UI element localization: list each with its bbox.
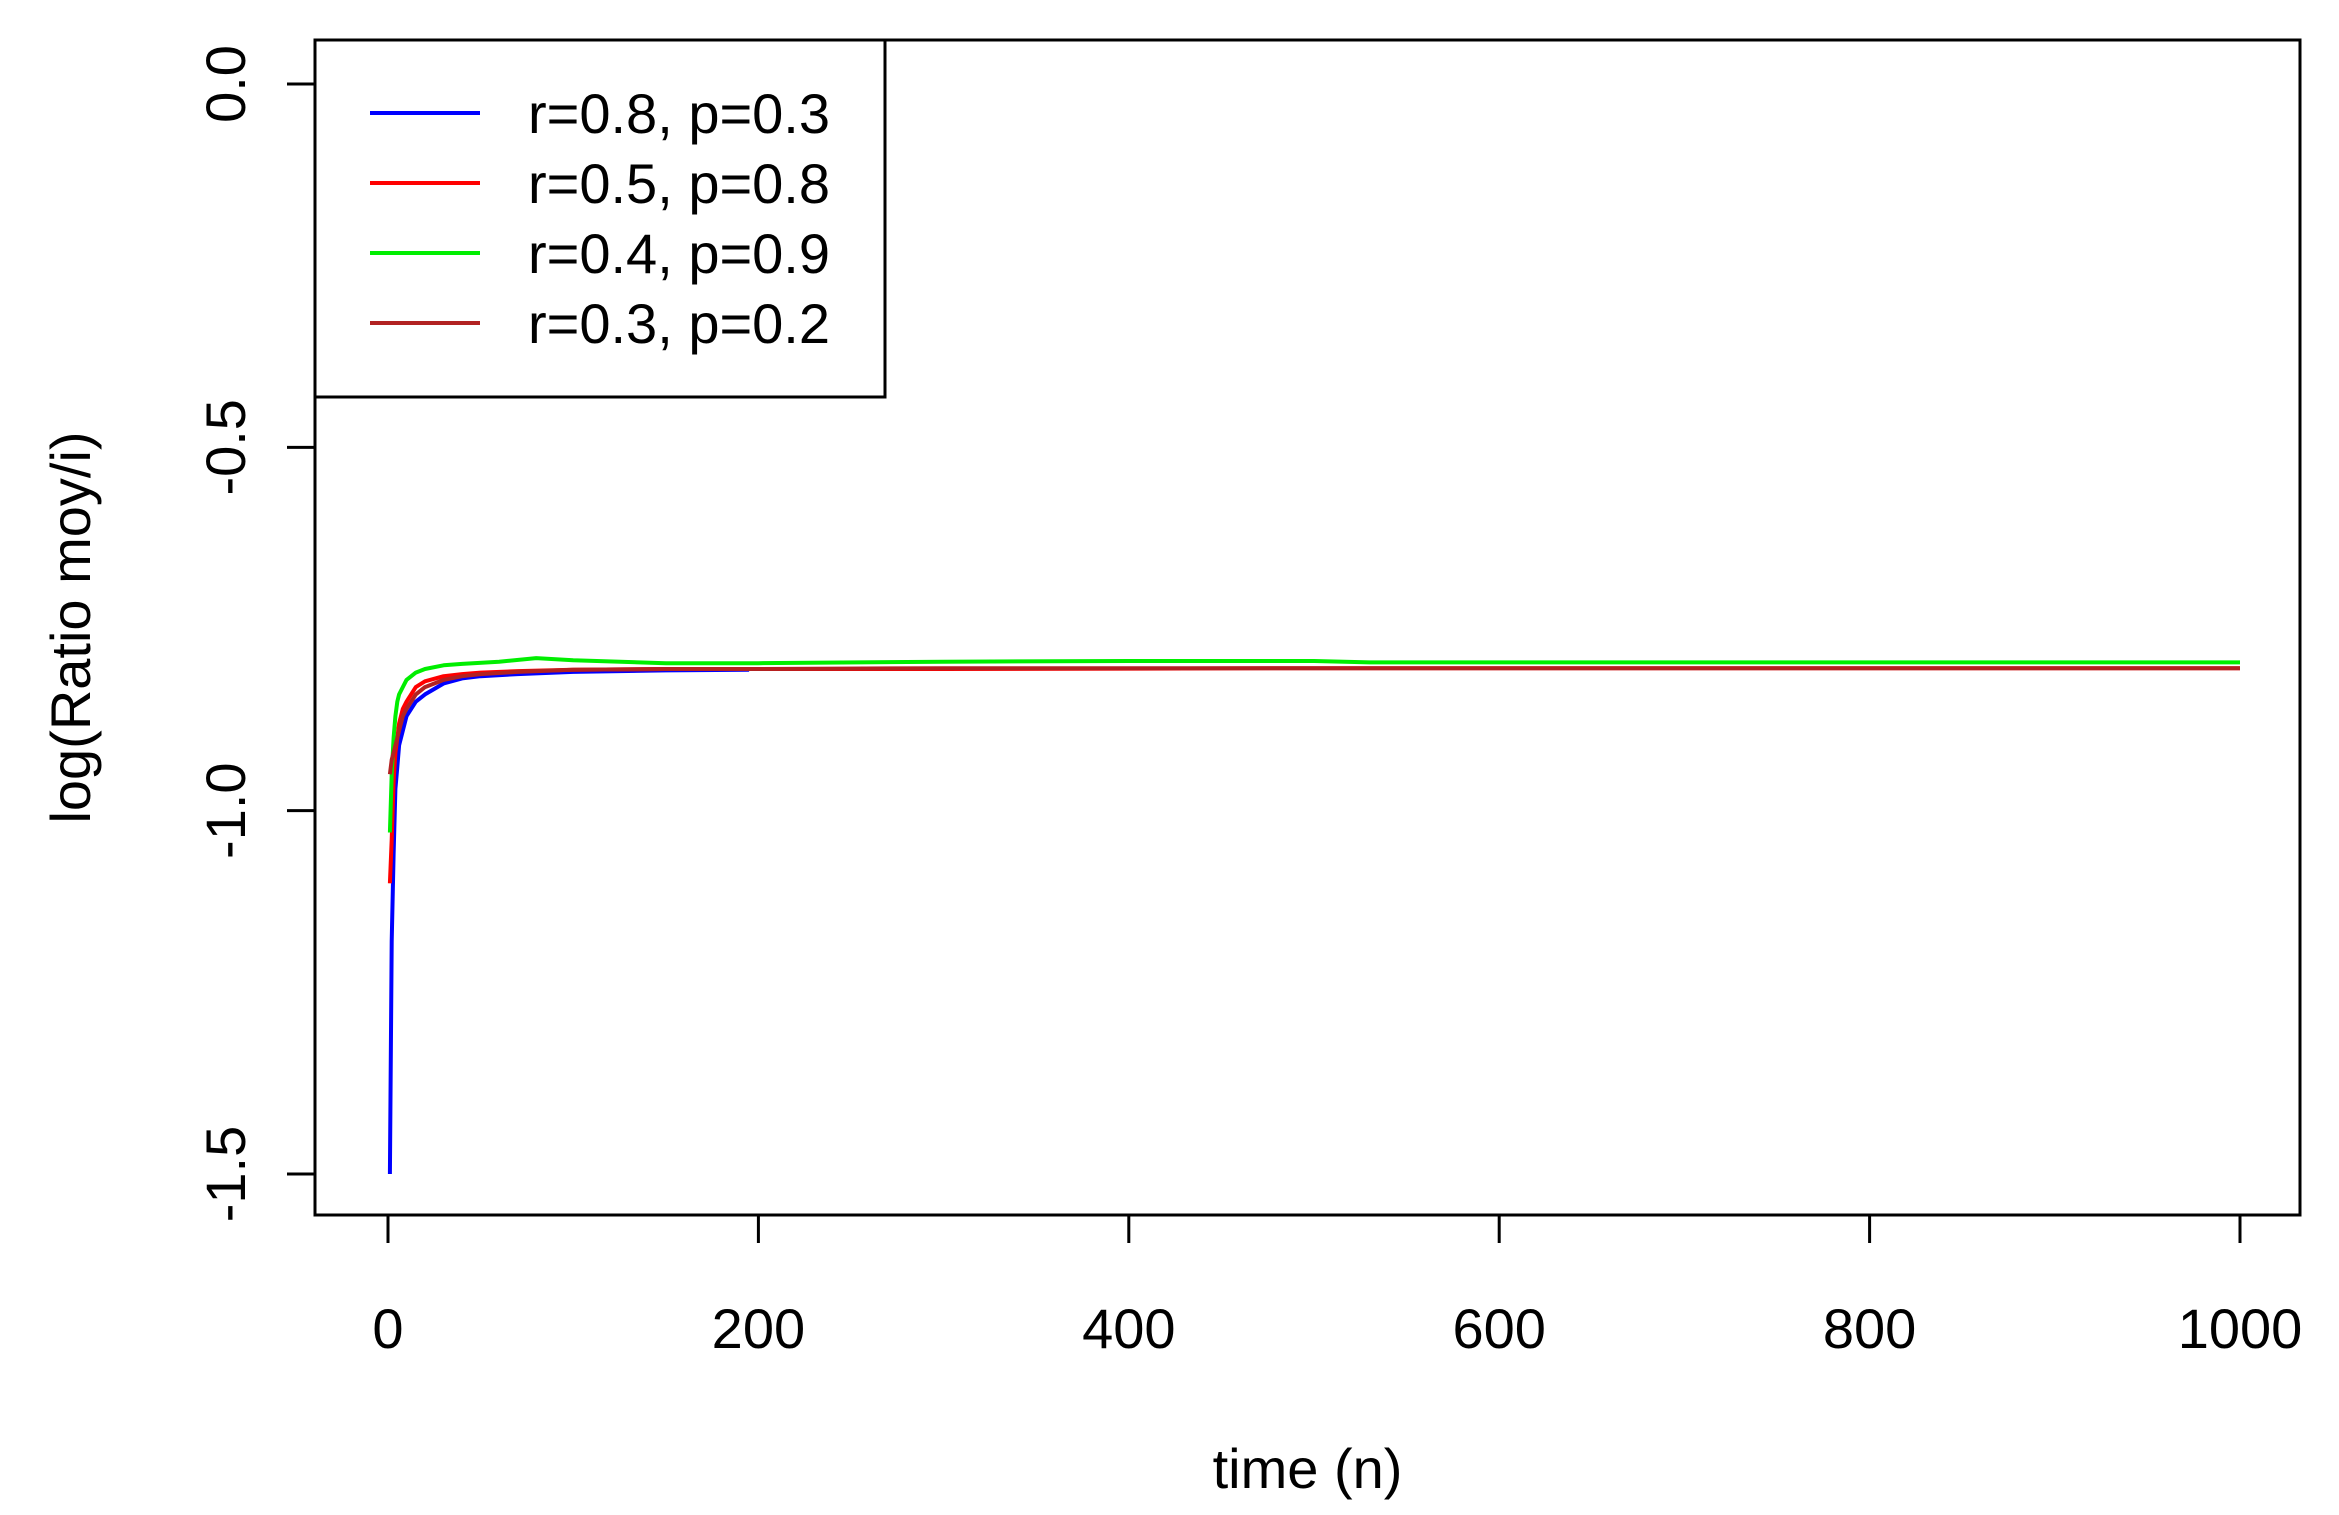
y-axis-title: log(Ratio moy/i) (39, 431, 102, 823)
legend-label-1: r=0.8, p=0.3 (528, 82, 830, 145)
x-tick-label: 400 (1082, 1297, 1175, 1360)
y-tick-label: -0.5 (194, 399, 257, 496)
y-axis: -1.5 -1.0 -0.5 0.0 (194, 45, 317, 1223)
x-tick-label: 1000 (2178, 1297, 2303, 1360)
x-axis-title: time (n) (1213, 1437, 1403, 1500)
x-axis: 0 200 400 600 800 1000 (372, 1213, 2303, 1360)
series-line-3 (387, 656, 2240, 833)
legend-box (313, 38, 887, 399)
legend: r=0.8, p=0.3 r=0.5, p=0.8 r=0.4, p=0.9 r=0.… (313, 38, 887, 399)
x-tick-label: 800 (1823, 1297, 1916, 1360)
x-tick-label: 0 (372, 1297, 403, 1360)
legend-label-2: r=0.5, p=0.8 (528, 152, 830, 215)
x-tick-label: 200 (712, 1297, 805, 1360)
series-line-1 (387, 667, 750, 1175)
y-tick-label: 0.0 (194, 45, 257, 123)
legend-label-4: r=0.3, p=0.2 (528, 292, 830, 355)
series-layer (387, 656, 2240, 1175)
y-tick-label: -1.0 (194, 762, 257, 859)
y-tick-label: -1.5 (194, 1126, 257, 1223)
series-line-4 (387, 666, 2240, 775)
legend-label-3: r=0.4, p=0.9 (528, 222, 830, 285)
x-tick-label: 600 (1452, 1297, 1545, 1360)
